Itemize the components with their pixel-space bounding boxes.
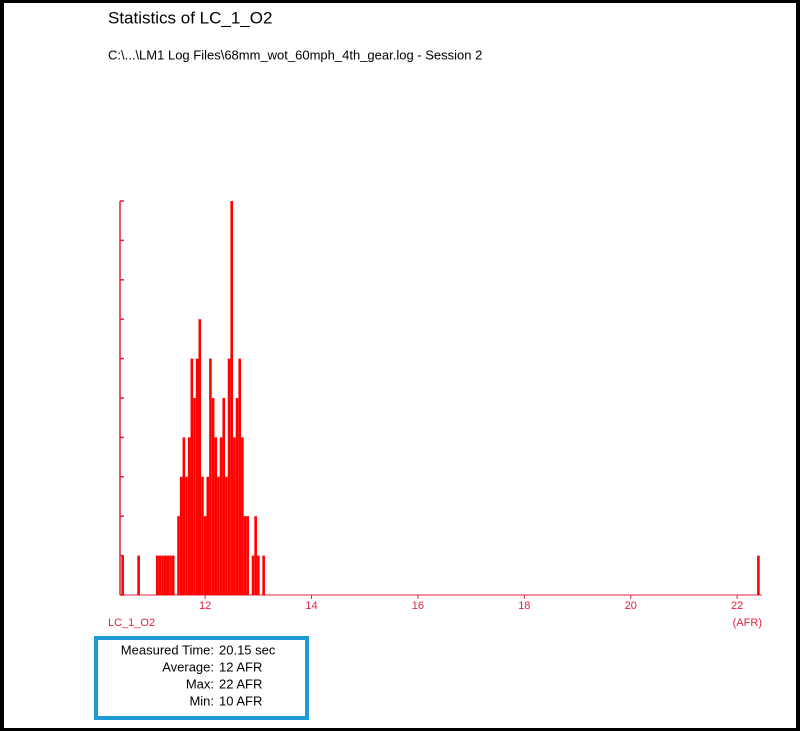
stat-label: Measured Time: [121,642,214,657]
stat-label: Average: [162,659,214,674]
bar [225,476,228,595]
bar [238,358,242,595]
x-tick-label: 16 [412,600,424,612]
bar [155,555,159,595]
x-tick-label: 12 [199,600,211,612]
bar [257,555,260,595]
stat-label: Max: [186,676,214,691]
x-tick-label: 14 [305,600,317,612]
bar [182,437,186,595]
x-tick-label: 20 [625,600,637,612]
bar [190,358,194,595]
bar [246,516,249,595]
bar [201,476,204,595]
bar [209,358,212,595]
bar [193,398,196,595]
window [4,3,796,728]
bar [206,476,210,595]
bar [230,201,234,595]
bar [243,516,247,595]
stat-value: 10 AFR [219,693,262,708]
bar [214,437,218,595]
x-tick-label: 22 [731,600,743,612]
bar [137,555,140,595]
bar [187,437,191,595]
bar [171,555,175,595]
x-tick-label: 18 [518,600,530,612]
chart-title: Statistics of LC_1_O2 [108,8,272,27]
bar [166,555,170,595]
bar [161,555,164,595]
bar [757,555,760,595]
bar [219,437,223,595]
bar [185,476,188,595]
stat-value: 20.15 sec [219,642,276,657]
x-unit: (AFR) [733,617,762,629]
stat-value: 22 AFR [219,676,262,691]
x-axis-label: LC_1_O2 [108,617,155,629]
bar [222,398,226,595]
chart-subtitle: C:\...\LM1 Log Files\68mm_wot_60mph_4th_… [108,47,482,62]
bar [195,358,199,595]
bar [233,437,236,595]
bar [198,319,202,595]
bar [235,398,239,595]
bar [158,555,162,595]
bar [211,398,215,595]
bar [169,555,172,595]
stat-label: Min: [189,693,214,708]
bar [262,555,265,595]
bar [217,476,220,595]
bar [251,555,255,595]
bar [241,437,244,595]
bar [177,516,180,595]
bar [121,555,124,595]
bar [227,358,231,595]
bar [179,476,183,595]
stat-value: 12 AFR [219,659,262,674]
bar [163,555,167,595]
stats-box [94,636,309,720]
bar [254,516,257,595]
bar [203,516,207,595]
